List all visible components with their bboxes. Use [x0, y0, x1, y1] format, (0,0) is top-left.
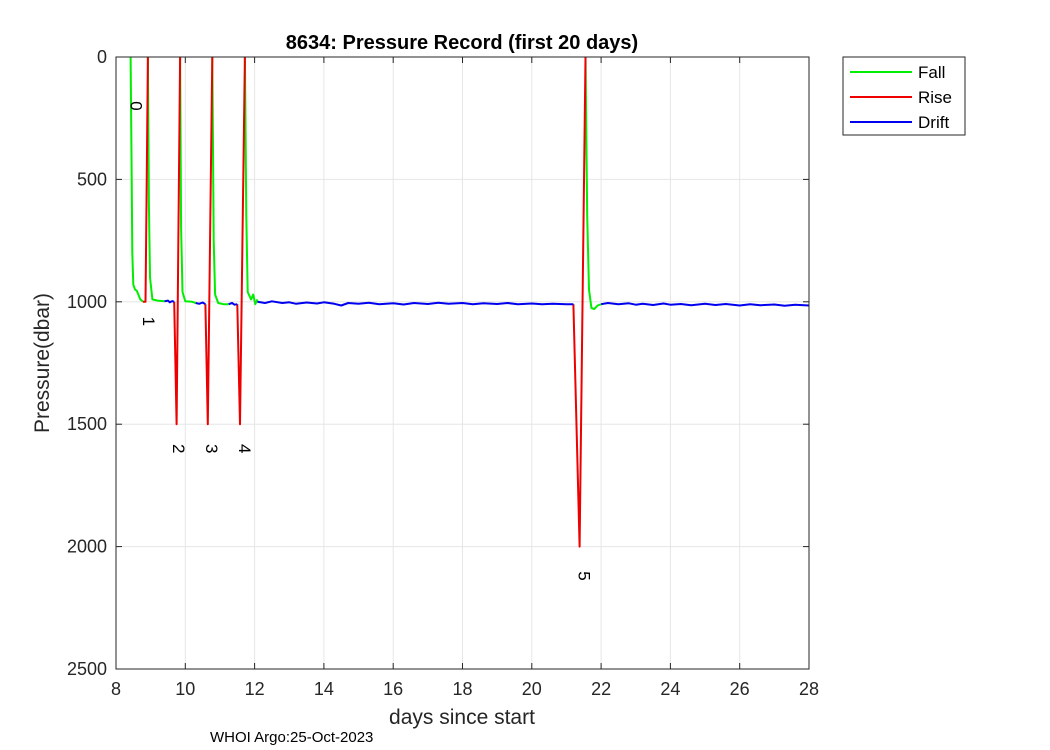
series-drift-line — [195, 301, 206, 306]
series-lines — [129, 56, 810, 548]
y-axis-label: Pressure(dbar) — [31, 293, 54, 433]
legend-label-drift: Drift — [918, 113, 949, 132]
series-fall-line — [243, 56, 259, 306]
series-rise-line — [204, 56, 214, 426]
series-fall-line — [129, 56, 144, 303]
cycle-label-2: 2 — [169, 444, 188, 453]
series-drift-line — [228, 302, 238, 306]
x-tick-label: 10 — [175, 679, 195, 699]
cycle-label-1: 1 — [139, 317, 158, 326]
legend-label-fall: Fall — [918, 63, 945, 82]
x-tick-label: 24 — [660, 679, 680, 699]
x-axis-label: days since start — [389, 706, 535, 729]
y-tick-label: 2000 — [67, 537, 107, 557]
y-tick-label: 0 — [97, 47, 107, 67]
cycle-label-3: 3 — [202, 444, 221, 453]
x-tick-label: 12 — [245, 679, 265, 699]
ticks: 8 10 12 14 16 18 20 22 24 26 280500100015002000250… — [67, 47, 819, 699]
x-tick-label: 20 — [522, 679, 542, 699]
series-fall-line — [146, 56, 165, 303]
x-tick-label: 18 — [452, 679, 472, 699]
x-tick-label: 28 — [799, 679, 819, 699]
y-tick-label: 500 — [77, 169, 107, 189]
series-fall-line — [211, 56, 229, 306]
series-drift-line — [164, 299, 175, 304]
series-fall-line — [179, 56, 197, 304]
legend: Fall Rise Drift — [842, 56, 966, 136]
x-tick-label: 26 — [730, 679, 750, 699]
series-rise-line — [143, 56, 149, 303]
x-tick-label: 8 — [111, 679, 121, 699]
series-drift-line — [600, 302, 810, 307]
footer-credit: WHOI Argo:25-Oct-2023 — [210, 729, 373, 746]
cycle-labels: 0 1 2 3 4 5 — [127, 101, 594, 580]
chart-title: 8634: Pressure Record (first 20 days) — [286, 32, 638, 54]
x-tick-label: 22 — [591, 679, 611, 699]
series-rise-line — [236, 56, 246, 426]
series-rise-line — [572, 56, 587, 548]
x-tick-label: 14 — [314, 679, 334, 699]
series-rise-line — [173, 56, 182, 426]
x-tick-label: 16 — [383, 679, 403, 699]
cycle-label-0: 0 — [127, 101, 146, 110]
series-drift-line — [257, 300, 574, 307]
cycle-label-5: 5 — [575, 571, 594, 580]
cycle-label-4: 4 — [235, 444, 254, 453]
series-fall-line — [584, 56, 602, 311]
y-tick-label: 1000 — [67, 292, 107, 312]
y-tick-label: 1500 — [67, 414, 107, 434]
legend-label-rise: Rise — [918, 88, 952, 107]
y-tick-label: 2500 — [67, 659, 107, 679]
